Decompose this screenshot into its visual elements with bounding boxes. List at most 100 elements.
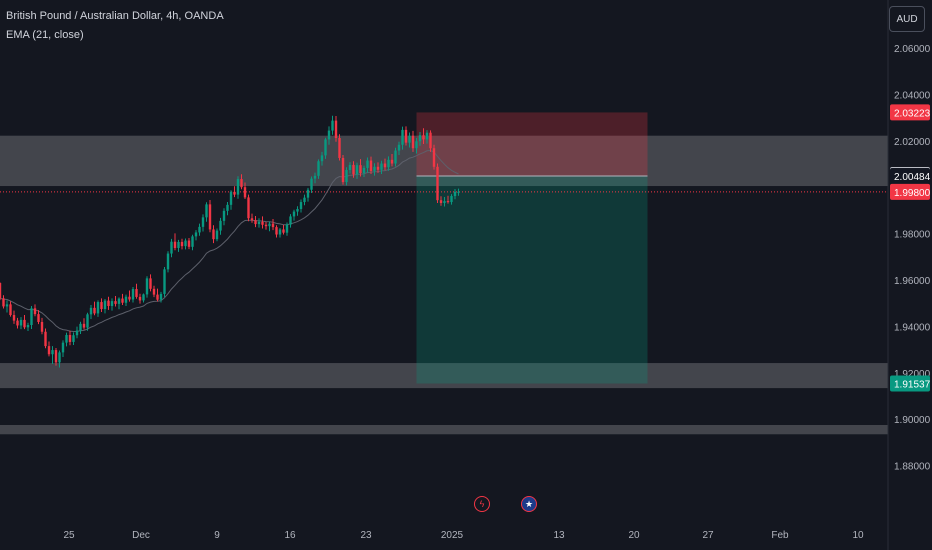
currency-button[interactable]: AUD bbox=[889, 6, 925, 32]
candle bbox=[54, 347, 58, 366]
candle-body bbox=[187, 240, 191, 247]
lightning-event-icon[interactable]: ϟ bbox=[474, 496, 490, 512]
candle bbox=[58, 350, 61, 368]
candle-body bbox=[306, 189, 310, 198]
candle-body bbox=[215, 230, 219, 240]
candle bbox=[261, 216, 264, 229]
price-label-stop[interactable]: 2.03223 bbox=[890, 104, 931, 121]
candle bbox=[194, 230, 198, 241]
candle bbox=[212, 225, 215, 244]
candle-body bbox=[408, 135, 411, 143]
stop-loss-zone[interactable] bbox=[416, 112, 648, 176]
time-tick-label: Feb bbox=[771, 530, 789, 541]
candle-body bbox=[348, 164, 352, 171]
candle-body bbox=[75, 330, 79, 336]
candle-body bbox=[19, 319, 23, 326]
candle-body bbox=[72, 335, 75, 342]
candle bbox=[219, 217, 222, 235]
price-tick-label: 1.98000 bbox=[894, 230, 931, 241]
candle-body bbox=[299, 202, 303, 210]
candle-body bbox=[198, 226, 201, 233]
candle bbox=[9, 301, 12, 317]
price-tick-label: 2.02000 bbox=[894, 137, 931, 148]
time-axis[interactable]: 25 Dec 9 16 23 2025 13 20 27 Feb 10 bbox=[63, 530, 864, 541]
price-label-target[interactable]: 1.91537 bbox=[890, 375, 931, 392]
candle-body bbox=[212, 229, 215, 240]
candle bbox=[376, 162, 380, 173]
candle bbox=[436, 163, 439, 203]
time-tick-label: 23 bbox=[360, 530, 372, 541]
candle bbox=[12, 310, 16, 324]
candle bbox=[411, 130, 415, 152]
candle-body bbox=[222, 210, 226, 221]
candle bbox=[425, 130, 429, 144]
candle-body bbox=[369, 160, 373, 171]
candle bbox=[86, 312, 89, 331]
candle-body bbox=[261, 221, 264, 225]
candle-body bbox=[453, 191, 457, 197]
candle-body bbox=[366, 160, 369, 168]
candle bbox=[383, 158, 387, 171]
candle bbox=[394, 147, 397, 167]
candle bbox=[408, 132, 411, 148]
candle-body bbox=[317, 161, 320, 176]
candle-body bbox=[121, 298, 124, 303]
symbol-title[interactable]: British Pound / Australian Dollar, 4h, O… bbox=[6, 10, 224, 22]
candle-body bbox=[243, 187, 247, 198]
support-zone[interactable] bbox=[0, 425, 888, 435]
price-label-bg bbox=[890, 183, 930, 200]
candle bbox=[380, 160, 383, 174]
candle bbox=[324, 137, 327, 159]
candle bbox=[397, 141, 401, 155]
candle bbox=[117, 297, 121, 310]
candle bbox=[173, 233, 177, 251]
candle-body bbox=[341, 157, 345, 183]
candle bbox=[198, 223, 201, 236]
candle-body bbox=[9, 304, 12, 316]
candle bbox=[306, 187, 310, 202]
candle bbox=[292, 209, 296, 221]
candle bbox=[152, 285, 156, 298]
candle bbox=[443, 196, 446, 207]
candle bbox=[2, 295, 5, 309]
candle-body bbox=[30, 308, 33, 326]
price-tick-label: 1.88000 bbox=[894, 462, 931, 473]
candle bbox=[135, 283, 138, 299]
time-tick-label: 9 bbox=[214, 530, 220, 541]
candle bbox=[201, 214, 205, 232]
candle-body bbox=[100, 302, 103, 309]
price-label-dark[interactable]: 2.00484 bbox=[890, 167, 931, 184]
candle-body bbox=[138, 296, 142, 301]
candle bbox=[369, 156, 373, 174]
candle bbox=[404, 126, 408, 146]
take-profit-zone[interactable] bbox=[416, 175, 648, 384]
candle bbox=[334, 115, 338, 142]
candle-body bbox=[303, 197, 306, 203]
candle-body bbox=[250, 218, 254, 221]
support-zone[interactable] bbox=[0, 363, 888, 389]
candle-body bbox=[264, 224, 268, 227]
candle-body bbox=[432, 148, 436, 167]
resistance-zone[interactable] bbox=[0, 135, 888, 187]
candle bbox=[226, 202, 229, 216]
candle bbox=[166, 251, 170, 273]
short-position-tool[interactable] bbox=[0, 112, 888, 384]
candle bbox=[163, 267, 166, 298]
candle-body bbox=[156, 294, 159, 300]
candle bbox=[215, 228, 219, 242]
candle-body bbox=[166, 253, 170, 270]
australia-flag-event-icon[interactable]: ★ bbox=[521, 496, 537, 512]
ema-indicator-label[interactable]: EMA (21, close) bbox=[6, 29, 84, 41]
candle-body bbox=[443, 201, 446, 203]
candle bbox=[93, 301, 96, 316]
candle bbox=[303, 194, 306, 206]
price-axis[interactable]: 2.060002.040002.020002.000001.980001.960… bbox=[887, 0, 931, 550]
candle-body bbox=[334, 120, 338, 139]
candle-body bbox=[194, 232, 198, 237]
candle-body bbox=[436, 166, 439, 201]
candle-body bbox=[16, 320, 19, 326]
candle bbox=[390, 154, 394, 167]
price-label-current[interactable]: 1.99800 bbox=[890, 183, 931, 200]
candle-body bbox=[93, 307, 96, 314]
